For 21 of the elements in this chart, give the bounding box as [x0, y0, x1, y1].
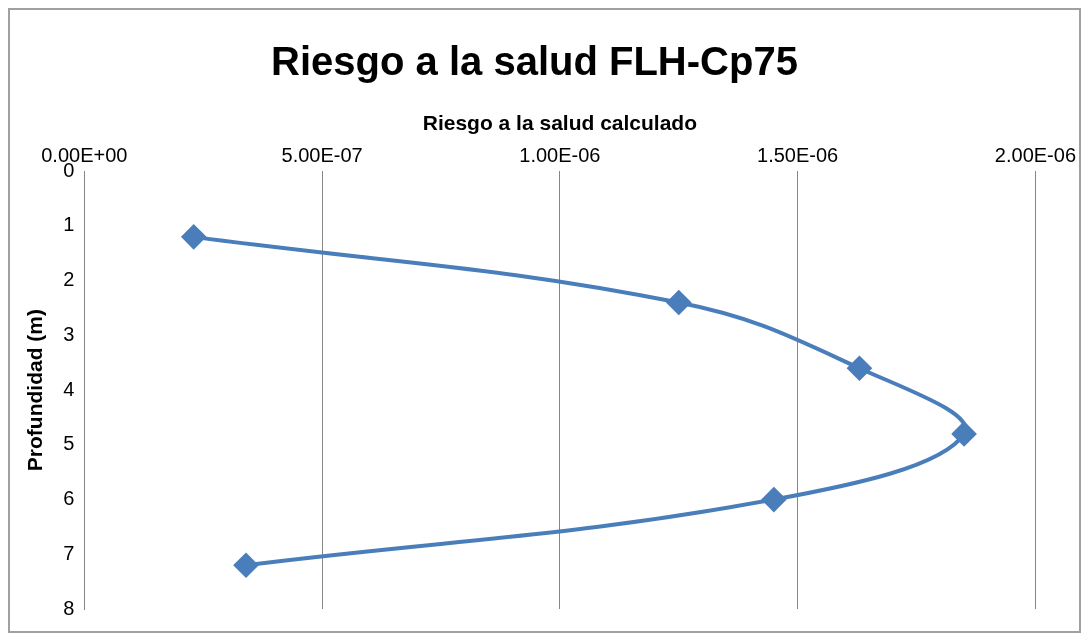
- x-tick-label: 5.00E-07: [281, 143, 363, 166]
- point: [952, 421, 977, 446]
- y-tick-label: 2: [63, 268, 75, 291]
- point: [761, 487, 786, 512]
- y-tick-label: 3: [63, 322, 75, 345]
- point: [234, 553, 259, 578]
- point: [847, 356, 872, 381]
- x-tick-label: 2.00E-06: [994, 143, 1076, 166]
- point: [666, 290, 691, 315]
- y-tick-label: 1: [63, 213, 75, 236]
- y-axis-title: Profundidad (m): [23, 309, 47, 472]
- x-tick-label: 1.50E-06: [757, 143, 839, 166]
- y-tick-label: 7: [63, 541, 75, 564]
- x-axis-title: Riesgo a la salud calculado: [422, 111, 697, 135]
- y-tick-label: 4: [63, 377, 75, 400]
- x-tick-label: 1.00E-06: [519, 143, 601, 166]
- y-tick-label: 5: [63, 432, 75, 455]
- chart-title: Riesgo a la salud FLH-Cp75: [271, 39, 798, 84]
- y-tick-label: 6: [63, 487, 75, 510]
- y-tick-label: 8: [63, 596, 75, 619]
- point: [181, 224, 206, 249]
